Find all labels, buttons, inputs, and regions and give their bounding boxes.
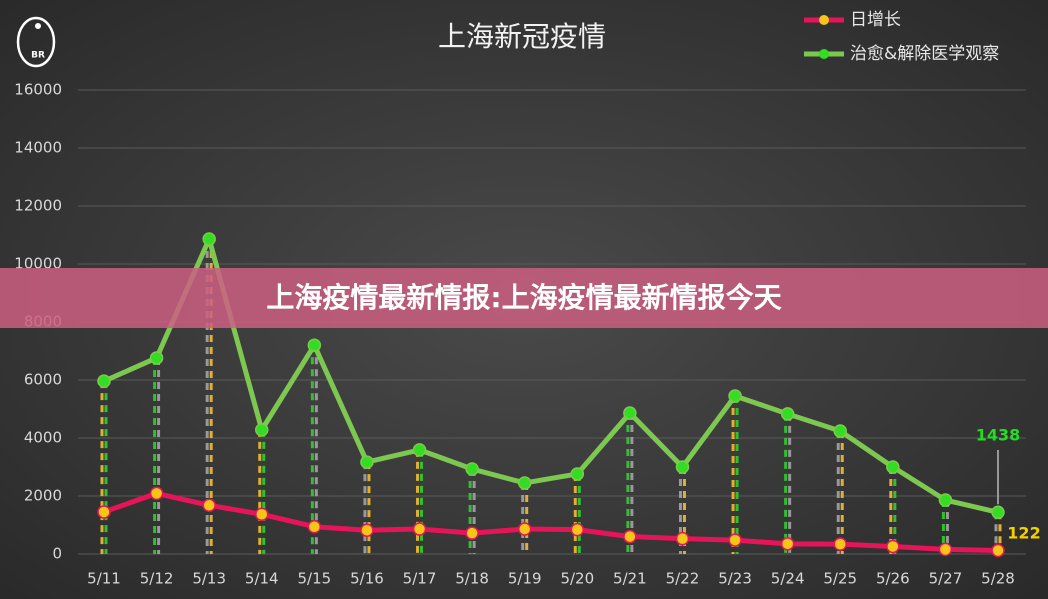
x-tick-label: 5/26 [876, 570, 910, 588]
banner [0, 268, 1048, 328]
logo-text: BR [31, 51, 45, 61]
point [570, 522, 585, 537]
x-tick-label: 5/16 [350, 570, 384, 588]
point [991, 505, 1005, 520]
point [833, 424, 847, 438]
x-tick-label: 5/22 [666, 570, 700, 588]
point [360, 523, 374, 537]
point [728, 389, 742, 403]
legend-label: 日增长 [850, 10, 901, 30]
x-tick-label: 5/13 [192, 570, 226, 588]
point [991, 543, 1005, 558]
point [97, 374, 111, 388]
point [623, 529, 637, 544]
point [307, 338, 322, 352]
point [307, 519, 322, 534]
y-tick-label: 6000 [24, 371, 62, 389]
legend-label: 治愈&解除医学观察 [850, 44, 999, 64]
point [202, 498, 216, 513]
point [360, 455, 374, 469]
point [465, 526, 479, 540]
x-tick-label: 5/25 [823, 570, 857, 588]
point [255, 423, 269, 437]
point [886, 539, 900, 554]
x-tick-label: 5/24 [771, 570, 805, 588]
y-tick-label: 16000 [14, 81, 62, 99]
point [517, 476, 532, 490]
series-line [103, 490, 999, 553]
x-tick-label: 5/19 [508, 570, 542, 588]
data-label: 122 [1007, 524, 1040, 543]
x-tick-label: 5/21 [613, 570, 647, 588]
point [675, 460, 690, 474]
chart-title: 上海新冠疫情 [438, 20, 606, 53]
point [886, 460, 900, 474]
point [412, 522, 427, 536]
x-tick-label: 5/11 [87, 570, 121, 588]
x-tick-label: 5/14 [245, 570, 279, 588]
x-tick-label: 5/27 [929, 570, 963, 588]
y-tick-label: 12000 [14, 197, 62, 215]
point [202, 232, 216, 246]
x-tick-label: 5/28 [981, 570, 1015, 588]
point [570, 467, 585, 481]
x-tick-label: 5/17 [403, 570, 437, 588]
point [728, 533, 742, 547]
y-tick-label: 0 [52, 545, 62, 563]
point [780, 407, 795, 421]
x-tick-label: 5/18 [455, 570, 489, 588]
x-tick-label: 5/23 [718, 570, 752, 588]
point [149, 351, 164, 365]
logo: BR [16, 16, 56, 68]
point [517, 522, 532, 536]
point [97, 505, 111, 519]
data-label: 1438 [976, 426, 1021, 445]
y-tick-label: 4000 [24, 429, 62, 447]
point [465, 462, 479, 476]
legend-marker [819, 15, 829, 25]
point [412, 443, 427, 457]
x-tick-label: 5/20 [560, 570, 594, 588]
legend-marker [819, 49, 829, 59]
series-line [102, 236, 999, 515]
point [938, 493, 953, 507]
y-tick-label: 2000 [24, 487, 62, 505]
y-tick-label: 14000 [14, 139, 62, 157]
point [938, 542, 953, 557]
point [255, 507, 269, 522]
x-tick-label: 5/15 [298, 570, 332, 588]
point [780, 537, 795, 551]
point [833, 537, 847, 551]
point [623, 406, 637, 420]
banner-text: 上海疫情最新情报:上海疫情最新情报今天 [266, 281, 781, 314]
x-tick-label: 5/12 [140, 570, 174, 588]
point [149, 486, 164, 501]
point [675, 531, 690, 546]
